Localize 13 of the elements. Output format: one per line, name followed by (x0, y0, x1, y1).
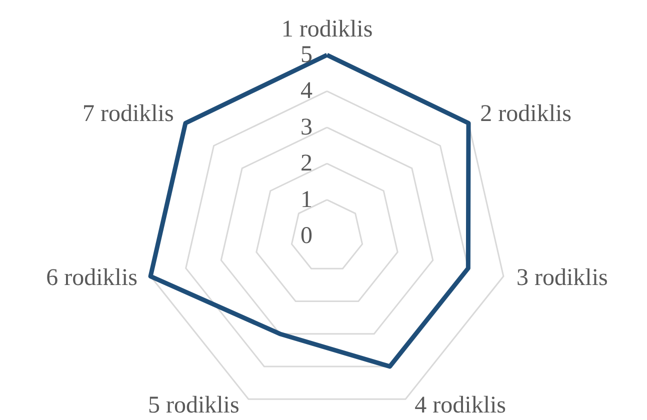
y-tick-label: 5 (300, 42, 313, 68)
y-tick-label: 4 (300, 78, 313, 104)
y-tick-label: 3 (300, 114, 313, 140)
spoke-label: 2 rodiklis (480, 101, 572, 128)
spoke-label: 5 rodiklis (148, 392, 240, 419)
spoke-label: 1 rodiklis (281, 16, 373, 43)
spoke-label: 4 rodiklis (414, 392, 506, 419)
spoke-label: 3 rodiklis (516, 264, 608, 291)
spoke-label: 6 rodiklis (46, 264, 138, 291)
y-tick-label: 2 (300, 150, 313, 177)
spoke-label: 7 rodiklis (82, 101, 174, 128)
y-tick-label: 0 (300, 223, 313, 249)
y-tick-label: 1 (300, 186, 313, 213)
